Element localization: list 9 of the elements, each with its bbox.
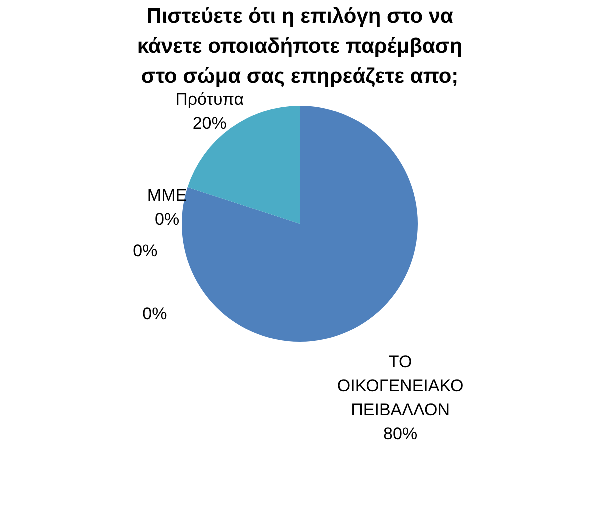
category-label: ΜΜΕ <box>147 186 188 205</box>
slice-label: Πρότυπα <box>176 90 244 109</box>
chart-title: Πιστεύετε ότι η επιλόγη στο να κάνετε οποιαδήποτε παρέμβαση στο σώμα σας επηρεάζετε απο; <box>137 4 463 88</box>
text: 0% <box>154 210 180 229</box>
text: 0% <box>133 241 158 260</box>
text: 0% <box>142 304 168 324</box>
data-label: 80% <box>384 424 418 444</box>
data-label: 20% <box>192 114 227 133</box>
slice-label: ΤΟ ΟΙΚΟΓΕΝΕΙΑΚΟ ΠΕΙΒΑΛΛΟΝ <box>337 352 464 420</box>
